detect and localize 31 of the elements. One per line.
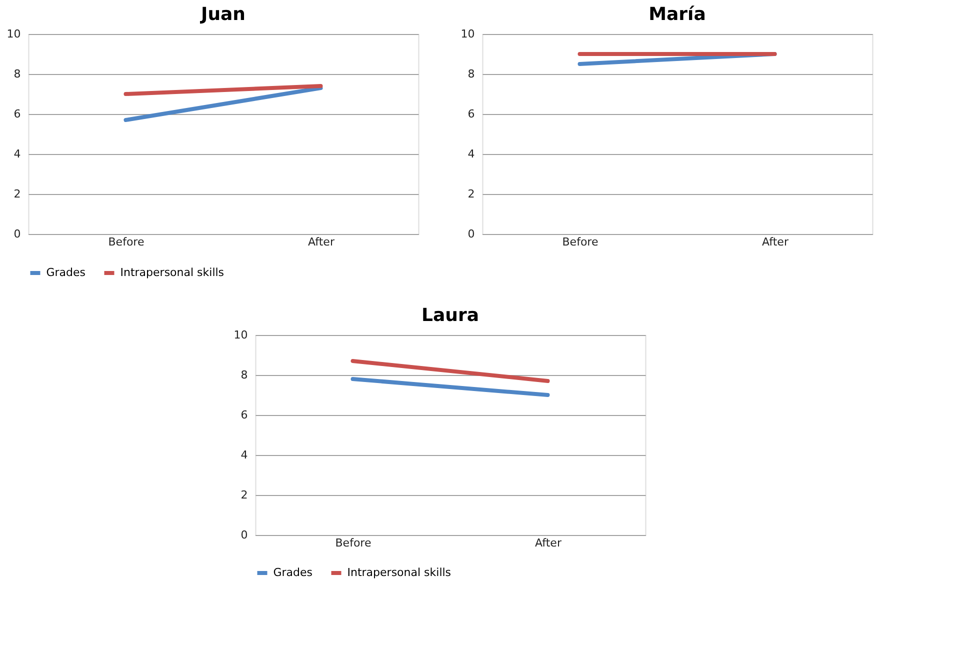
y-tick-label: 8 xyxy=(468,68,475,80)
y-tick-label: 0 xyxy=(240,528,248,542)
y-tick-label: 4 xyxy=(240,448,248,462)
y-tick-label: 10 xyxy=(460,28,475,40)
y-tick-label: 8 xyxy=(14,68,21,80)
y-tick-label: 6 xyxy=(468,108,475,120)
y-tick-label: 2 xyxy=(240,488,248,502)
y-tick-label: 4 xyxy=(468,148,475,160)
y-tick-label: 2 xyxy=(14,188,21,200)
chart-title: Laura xyxy=(422,305,479,326)
y-tick-label: 10 xyxy=(6,28,21,40)
y-tick-label: 4 xyxy=(14,148,21,160)
x-tick-label: Before xyxy=(108,236,144,248)
y-tick-label: 8 xyxy=(240,368,248,382)
chart-title: María xyxy=(648,4,706,25)
legend-label: Intrapersonal skills xyxy=(120,266,224,279)
x-tick-label: After xyxy=(535,536,562,550)
y-tick-label: 2 xyxy=(468,188,475,200)
legend-label: Grades xyxy=(273,566,313,579)
y-tick-label: 0 xyxy=(14,228,21,240)
y-tick-label: 10 xyxy=(234,328,248,342)
x-tick-label: After xyxy=(308,236,335,248)
legend-label: Intrapersonal skills xyxy=(347,566,452,579)
x-tick-label: Before xyxy=(335,536,372,550)
y-tick-label: 6 xyxy=(240,408,248,422)
x-tick-label: Before xyxy=(562,236,598,248)
x-tick-label: After xyxy=(762,236,789,248)
chart-title: Juan xyxy=(199,4,246,25)
y-tick-label: 6 xyxy=(14,108,21,120)
legend-label: Grades xyxy=(46,266,86,279)
y-tick-label: 0 xyxy=(468,228,475,240)
